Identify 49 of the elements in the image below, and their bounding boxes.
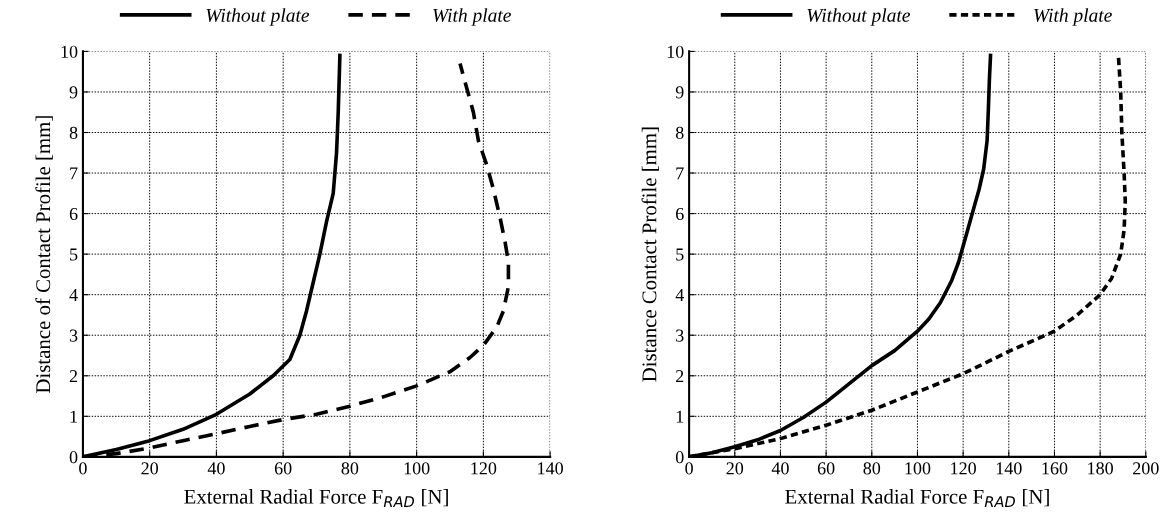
x-tick-label: 60 [817,462,835,475]
y-tick-label: 7 [70,167,78,180]
y-tick-label: 3 [676,329,684,342]
y-axis-title: Distance Contact Profile [mm] [641,127,659,382]
x-tick-label: 0 [685,462,693,475]
x-tick-label: 80 [341,462,359,475]
x-tick-label: 0 [79,462,87,475]
legend-label: Without plate [206,8,310,26]
y-tick-label: 10 [61,45,78,58]
y-tick-label: 4 [675,289,684,301]
y-tick-label: 2 [676,370,684,383]
x-tick-label: 20 [141,462,159,475]
x-tick-label: 140 [538,462,563,475]
y-tick-label: 3 [69,329,78,342]
y-tick-label: 2 [69,370,78,383]
x-tick-label: 120 [471,462,497,475]
x-tick-label: 40 [771,462,789,475]
y-tick-label: 1 [676,410,684,423]
legend-label: With plate [1034,8,1112,26]
y-tick-label: 5 [676,248,684,261]
y-tick-label: 9 [675,86,684,99]
x-tick-label: 80 [863,462,881,475]
x-tick-label: 120 [951,462,976,475]
y-tick-label: 8 [69,126,78,139]
x-tick-label: 40 [207,462,225,475]
y-tick-label: 8 [675,126,684,139]
x-axis-title: External Radial Force F$_{RAD}$ [N] [184,489,448,507]
y-tick-label: 6 [676,207,684,221]
y-axis-title: Distance of Contact Profile [mm] [35,116,53,393]
x-tick-label: 140 [996,462,1022,475]
x-tick-label: 100 [404,462,430,475]
x-tick-label: 160 [1042,462,1068,475]
y-tick-label: 9 [69,86,78,99]
x-tick-label: 60 [274,462,292,475]
y-tick-label: 5 [70,248,78,261]
y-tick-label: 10 [667,45,684,58]
x-tick-label: 200 [1133,462,1159,475]
legend-label: With plate [433,8,511,26]
x-axis-title: External Radial Force F$_{RAD}$ [N] [785,489,1049,507]
y-tick-label: 1 [70,410,77,423]
y-tick-label: 0 [675,451,684,464]
legend-label: Without plate [807,8,911,26]
y-tick-label: 7 [676,167,684,180]
y-tick-label: 4 [69,289,78,301]
x-tick-label: 20 [726,462,744,475]
x-tick-label: 100 [905,462,931,475]
y-tick-label: 6 [69,207,78,221]
y-tick-label: 0 [69,451,78,464]
x-tick-label: 180 [1088,462,1113,475]
